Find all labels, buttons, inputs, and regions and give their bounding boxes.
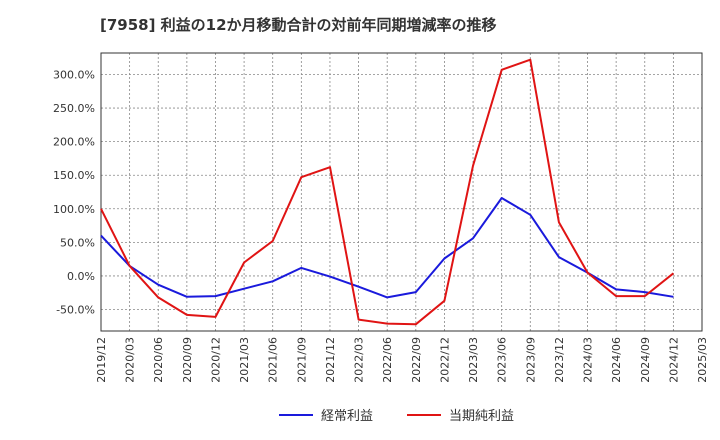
x-tick-label: 2020/09 [181,337,194,383]
y-tick-label: 100.0% [53,203,95,216]
grid [100,53,703,331]
x-tick-label: 2024/06 [610,337,623,383]
x-tick-label: 2020/06 [152,337,165,383]
x-tick-label: 2020/03 [124,337,137,383]
x-tick-label: 2025/03 [696,337,709,383]
x-tick-label: 2024/09 [639,337,652,383]
x-tick-label: 2019/12 [95,337,108,383]
legend-label: 経常利益 [321,409,373,424]
x-tick-label: 2024/12 [667,337,680,383]
x-tick-label: 2022/03 [353,337,366,383]
x-tick-label: 2022/09 [410,337,423,383]
y-tick-label: 300.0% [53,68,95,81]
legend-label: 当期純利益 [449,409,514,424]
legend: 経常利益 当期純利益 [279,409,514,424]
series-line-2 [100,58,675,326]
x-tick-label: 2022/06 [381,337,394,383]
y-tick-label: 50.0% [60,236,95,249]
y-tick-label: 0.0% [67,270,95,283]
x-tick-label: 2023/12 [553,337,566,383]
x-tick-label: 2022/12 [438,337,451,383]
x-axis: 2019/12 2020/03 2020/06 2020/09 2020/12 2021/… [95,337,709,383]
plot-area-frame [100,52,703,332]
x-tick-label: 2023/06 [496,337,509,383]
chart-title: [7958] 利益の12か月移動合計の対前年同期増減率の推移 [100,16,497,34]
series-line-1 [100,197,674,299]
x-tick-label: 2023/03 [467,337,480,383]
x-tick-label: 2024/03 [582,337,595,383]
y-tick-label: 150.0% [53,169,95,182]
y-axis: -50.0% 0.0% 50.0% 100.0% 150.0% 200.0% 250.0% 3… [53,68,95,316]
x-tick-label: 2023/09 [524,337,537,383]
x-tick-label: 2021/06 [267,337,280,383]
x-tick-label: 2021/03 [238,337,251,383]
x-tick-label: 2021/09 [295,337,308,383]
y-tick-label: -50.0% [56,304,95,317]
x-tick-label: 2020/12 [209,337,222,383]
series [100,58,675,326]
y-tick-label: 200.0% [53,136,95,149]
y-tick-label: 250.0% [53,102,95,115]
x-tick-label: 2021/12 [324,337,337,383]
